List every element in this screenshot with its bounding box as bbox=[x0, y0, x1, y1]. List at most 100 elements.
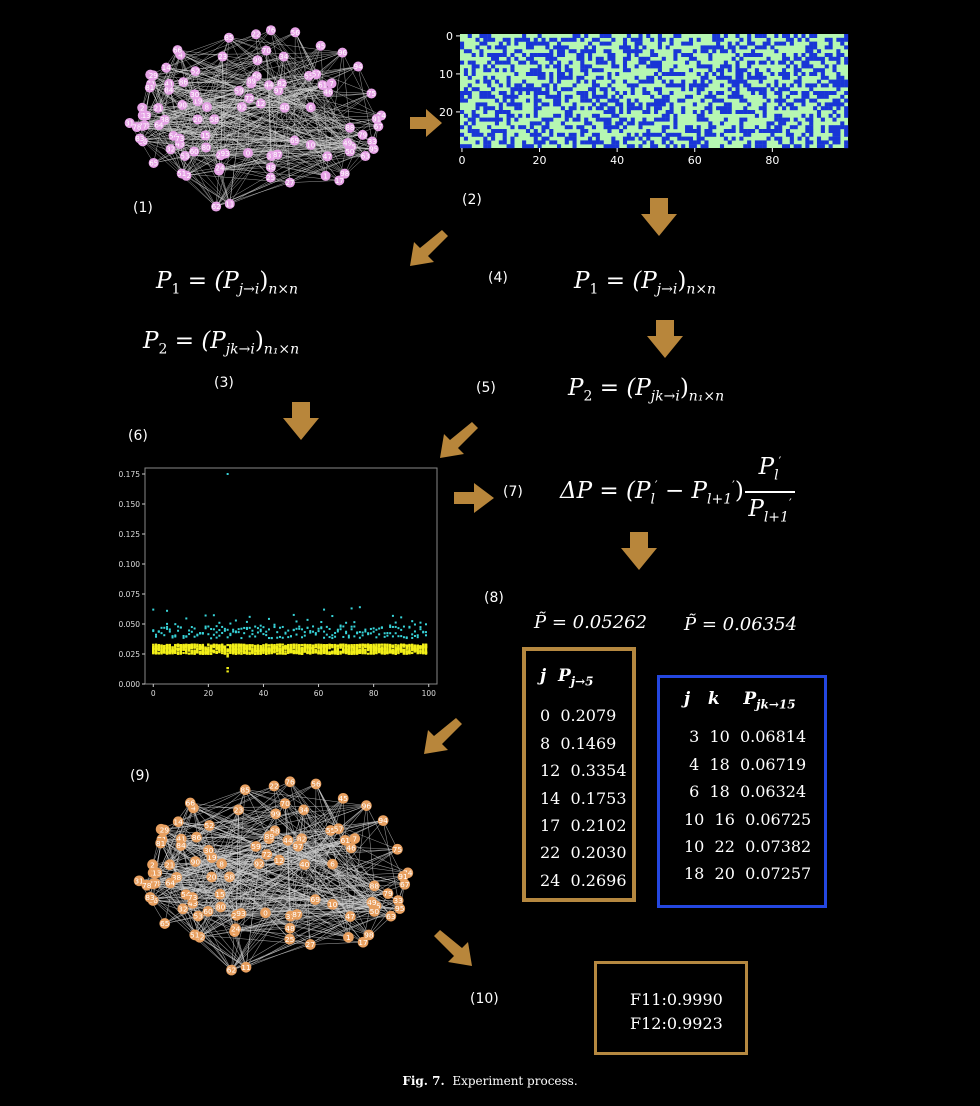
heatmap-cell bbox=[494, 60, 499, 65]
data-point bbox=[369, 647, 373, 650]
heatmap-cell bbox=[762, 113, 767, 118]
data-point bbox=[377, 649, 381, 652]
node-label: 32 bbox=[166, 146, 175, 154]
formula-frac-num: Pl′ bbox=[758, 454, 782, 484]
heatmap-cell bbox=[743, 110, 748, 114]
data-point bbox=[226, 650, 229, 653]
node-label: 49 bbox=[343, 140, 352, 148]
node-dot bbox=[203, 844, 214, 856]
heatmap-cell bbox=[719, 37, 725, 42]
data-point bbox=[389, 632, 392, 635]
data-point bbox=[397, 635, 400, 638]
data-point bbox=[204, 650, 207, 653]
node-dot bbox=[282, 835, 294, 846]
data-point bbox=[193, 627, 196, 630]
data-point bbox=[361, 649, 364, 652]
graph-node: 27 bbox=[304, 939, 316, 950]
heatmap-cell bbox=[805, 56, 810, 61]
graph-node: 58 bbox=[209, 114, 220, 125]
heatmap-cell bbox=[626, 144, 631, 149]
data-point bbox=[290, 635, 292, 638]
data-point bbox=[339, 652, 342, 655]
data-point bbox=[344, 652, 348, 655]
p-tilde-left: P̃ = 0.05262 bbox=[534, 612, 648, 633]
heatmap-cell bbox=[813, 98, 818, 103]
data-point bbox=[265, 643, 268, 646]
heatmap-cell bbox=[626, 102, 631, 107]
data-point bbox=[295, 643, 298, 646]
graph-node: 97 bbox=[273, 85, 284, 96]
data-point bbox=[171, 646, 174, 649]
data-point bbox=[424, 649, 428, 652]
data-point bbox=[303, 644, 306, 647]
node-label: 67 bbox=[400, 880, 410, 889]
data-point bbox=[229, 651, 232, 654]
heatmap-cell bbox=[743, 106, 748, 111]
heatmap-cell bbox=[549, 79, 554, 84]
heatmap-cell bbox=[708, 121, 713, 126]
data-point bbox=[231, 650, 235, 653]
heatmap-cell bbox=[607, 125, 612, 130]
heatmap-cell bbox=[650, 102, 655, 107]
heatmap-cell bbox=[545, 83, 550, 88]
heatmap-cell bbox=[700, 117, 705, 122]
graph-node: 89 bbox=[246, 76, 257, 87]
data-point bbox=[267, 637, 270, 640]
heatmap-cell bbox=[588, 64, 593, 69]
heatmap-cell bbox=[820, 144, 825, 149]
data-point bbox=[278, 643, 282, 646]
data-point bbox=[306, 648, 309, 651]
node-label: 52 bbox=[205, 821, 215, 830]
heatmap-cell bbox=[460, 41, 465, 46]
data-point bbox=[281, 636, 284, 639]
heatmap-cell bbox=[549, 49, 554, 54]
node-dot bbox=[148, 70, 159, 81]
heatmap-cell bbox=[487, 91, 492, 95]
heatmap-cell bbox=[820, 117, 825, 122]
graph-edge bbox=[150, 897, 351, 917]
data-point bbox=[240, 627, 243, 630]
node-label: 81 bbox=[145, 84, 154, 92]
heatmap-cell bbox=[840, 121, 845, 126]
outlier-point bbox=[358, 606, 361, 609]
node-dot bbox=[265, 25, 276, 36]
heatmap-cell bbox=[770, 121, 775, 126]
heatmap-cell bbox=[545, 117, 550, 122]
arrow-down-icon bbox=[621, 532, 657, 570]
heatmap-cell bbox=[840, 75, 845, 80]
data-point bbox=[355, 644, 359, 647]
heatmap-cell bbox=[506, 102, 511, 107]
data-point bbox=[256, 649, 260, 652]
data-point bbox=[270, 646, 273, 649]
graph-edge bbox=[294, 32, 296, 141]
graph-edge bbox=[170, 876, 403, 884]
heatmap-cell bbox=[673, 132, 678, 137]
node-dot bbox=[202, 906, 214, 917]
heatmap-cell bbox=[560, 75, 565, 80]
graph-node: 8 bbox=[216, 858, 227, 870]
node-dot bbox=[244, 93, 255, 104]
heatmap-cell bbox=[673, 121, 678, 126]
heatmap-cell bbox=[692, 144, 697, 149]
data-point bbox=[336, 649, 340, 652]
data-point bbox=[389, 625, 392, 628]
data-point bbox=[190, 630, 193, 633]
heatmap-cell bbox=[650, 94, 655, 99]
heatmap-cell bbox=[506, 110, 511, 114]
heatmap-cell bbox=[743, 98, 748, 103]
node-label: 38 bbox=[172, 873, 182, 882]
node-dot bbox=[292, 840, 304, 852]
heatmap-cell bbox=[568, 87, 573, 92]
data-point bbox=[400, 616, 403, 619]
heatmap-cell bbox=[681, 72, 686, 76]
heatmap-cell bbox=[723, 64, 728, 69]
heatmap-cell bbox=[537, 106, 542, 111]
graph-node: 70 bbox=[279, 798, 291, 809]
graph-node: 86 bbox=[178, 77, 189, 88]
heatmap-cell bbox=[514, 87, 519, 92]
data-point bbox=[265, 649, 268, 652]
heatmap-cell bbox=[785, 117, 790, 122]
data-point bbox=[185, 648, 188, 651]
heatmap-cell bbox=[580, 68, 585, 73]
graph-node: 6 bbox=[305, 102, 316, 113]
